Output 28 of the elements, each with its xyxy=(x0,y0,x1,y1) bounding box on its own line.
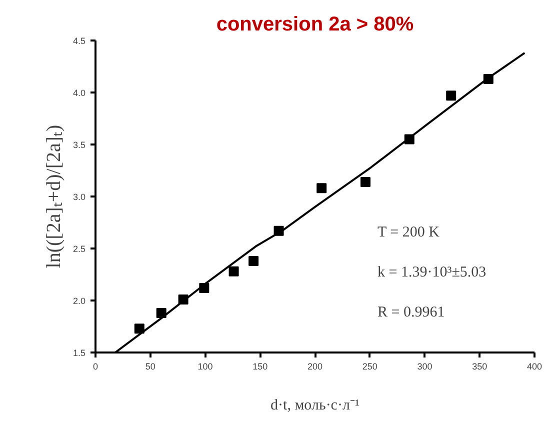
annotation: T = 200 K xyxy=(378,224,440,240)
y-axis-title: ln(([2a]ₜ+d)/[2a]ₜ) xyxy=(42,124,65,268)
y-tick-label: 1.5 xyxy=(72,348,86,358)
x-tick-label: 300 xyxy=(417,362,432,372)
x-tick-label: 150 xyxy=(252,362,268,372)
y-tick-label: 2.0 xyxy=(72,296,86,306)
y-tick-label: 3.0 xyxy=(72,192,86,202)
point xyxy=(134,324,144,334)
x-tick-label: 400 xyxy=(526,362,542,372)
annotation: k = 1.39·10³±5.03 xyxy=(378,264,486,280)
x-axis-title: d·t, моль·с·л⁻¹ xyxy=(270,398,360,414)
y-tick-label: 4.0 xyxy=(72,88,86,98)
y-tick-label: 2.5 xyxy=(72,244,86,254)
point xyxy=(248,256,259,266)
x-tick-label: 100 xyxy=(198,362,213,372)
annotation: R = 0.9961 xyxy=(378,304,445,320)
point xyxy=(316,183,327,194)
y-tick-label: 3.5 xyxy=(72,140,86,150)
x-tick-label: 0 xyxy=(92,362,98,372)
x-tick-label: 250 xyxy=(362,362,378,372)
point xyxy=(360,176,370,187)
chart-title: conversion 2a > 80% xyxy=(216,14,414,36)
point xyxy=(228,266,239,276)
x-tick-label: 350 xyxy=(472,362,488,372)
x-tick-label: 200 xyxy=(307,362,323,372)
point xyxy=(446,90,456,101)
y-tick-label: 4.5 xyxy=(72,36,86,46)
x-tick-label: 50 xyxy=(145,362,156,372)
